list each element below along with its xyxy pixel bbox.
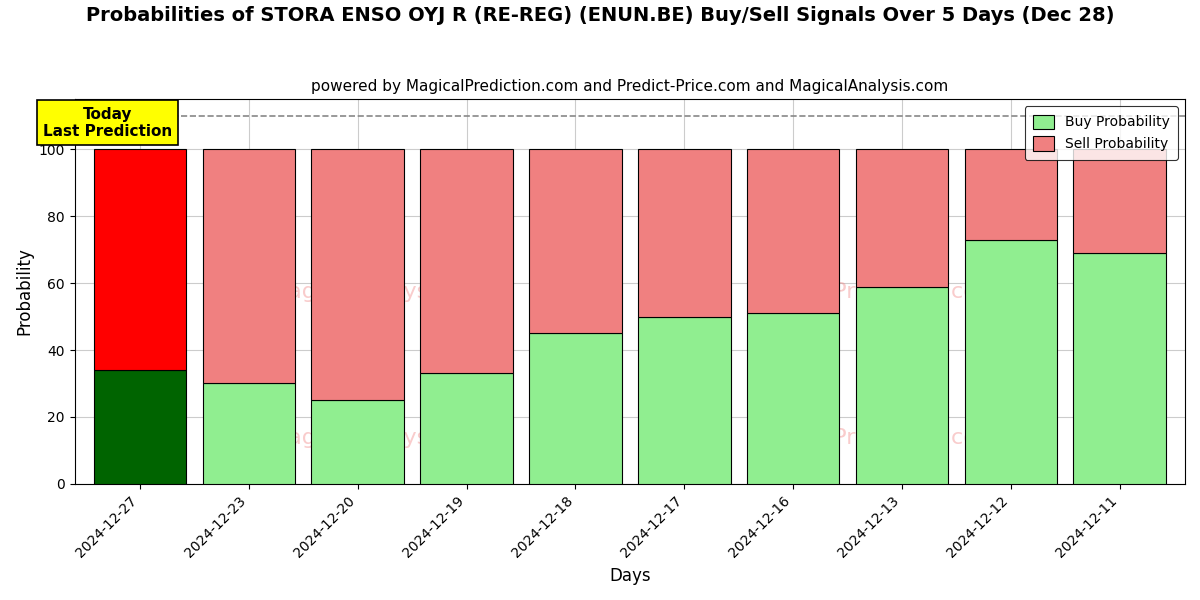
- Bar: [1074, 149, 1166, 253]
- Bar: [529, 149, 622, 334]
- Y-axis label: Probability: Probability: [16, 248, 34, 335]
- Text: MagicalAnalysis.com: MagicalAnalysis.com: [270, 281, 502, 302]
- Bar: [638, 317, 731, 484]
- Text: MagicalPrediction.com: MagicalPrediction.com: [749, 428, 1000, 448]
- Bar: [965, 240, 1057, 484]
- X-axis label: Days: Days: [610, 567, 650, 585]
- Bar: [420, 373, 512, 484]
- Bar: [638, 149, 731, 317]
- Bar: [94, 149, 186, 370]
- Text: MagicalAnalysis.com: MagicalAnalysis.com: [270, 428, 502, 448]
- Bar: [529, 334, 622, 484]
- Bar: [965, 149, 1057, 240]
- Bar: [746, 149, 839, 313]
- Bar: [94, 370, 186, 484]
- Bar: [746, 313, 839, 484]
- Bar: [856, 149, 948, 287]
- Bar: [312, 149, 404, 400]
- Bar: [203, 383, 295, 484]
- Bar: [312, 400, 404, 484]
- Text: Today
Last Prediction: Today Last Prediction: [43, 107, 172, 139]
- Text: MagicalPrediction.com: MagicalPrediction.com: [749, 281, 1000, 302]
- Text: Probabilities of STORA ENSO OYJ R (RE-REG) (ENUN.BE) Buy/Sell Signals Over 5 Day: Probabilities of STORA ENSO OYJ R (RE-RE…: [85, 6, 1115, 25]
- Bar: [856, 287, 948, 484]
- Title: powered by MagicalPrediction.com and Predict-Price.com and MagicalAnalysis.com: powered by MagicalPrediction.com and Pre…: [311, 79, 948, 94]
- Bar: [203, 149, 295, 383]
- Bar: [1074, 253, 1166, 484]
- Bar: [420, 149, 512, 373]
- Legend: Buy Probability, Sell Probability: Buy Probability, Sell Probability: [1025, 106, 1178, 160]
